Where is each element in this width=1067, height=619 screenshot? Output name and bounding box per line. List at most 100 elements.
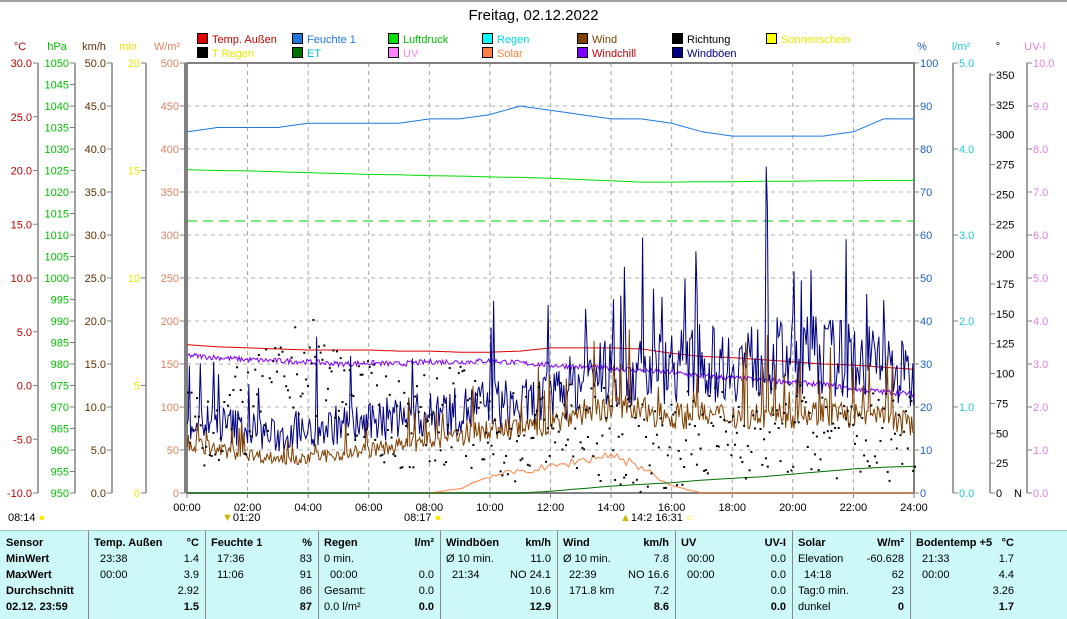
direction-point bbox=[426, 419, 429, 422]
x-tick-label: 06:00 bbox=[355, 502, 383, 514]
direction-point bbox=[575, 466, 578, 469]
table-cell-value: 8.6 bbox=[653, 601, 669, 613]
direction-point bbox=[626, 398, 629, 401]
direction-point bbox=[835, 477, 838, 480]
direction-point bbox=[897, 413, 900, 416]
direction-point bbox=[512, 392, 515, 395]
direction-point bbox=[276, 370, 279, 373]
direction-point bbox=[366, 360, 369, 363]
direction-point bbox=[492, 453, 495, 456]
legend-item: Richtung bbox=[672, 33, 730, 46]
table-column bbox=[440, 531, 558, 619]
direction-point bbox=[868, 465, 871, 468]
legend-swatch bbox=[766, 33, 777, 44]
table-cell-label: Tag:0 min. bbox=[798, 585, 849, 597]
direction-point bbox=[383, 461, 386, 464]
direction-point bbox=[288, 396, 291, 399]
direction-point bbox=[795, 395, 798, 398]
direction-point bbox=[535, 409, 538, 412]
direction-point bbox=[677, 449, 680, 452]
direction-point bbox=[308, 346, 311, 349]
table-cell-label: 02.12. 23:59 bbox=[6, 601, 68, 613]
axis-tick-label: 1045 bbox=[45, 80, 69, 92]
direction-point bbox=[379, 454, 382, 457]
direction-point bbox=[839, 412, 842, 415]
direction-point bbox=[830, 429, 833, 432]
legend-item: Windböen bbox=[672, 47, 737, 60]
axis-tick-label: 3.0 bbox=[1033, 359, 1048, 371]
axis-tick-label: 30 bbox=[920, 359, 932, 371]
direction-point bbox=[663, 487, 666, 490]
axis-unit-solar: W/m² bbox=[154, 41, 181, 53]
table-cell-value: 7.8 bbox=[653, 553, 669, 565]
direction-point bbox=[274, 347, 277, 350]
direction-point bbox=[710, 422, 713, 425]
table-cell-value: 3.26 bbox=[992, 585, 1014, 597]
axis-tick-label: 960 bbox=[51, 445, 69, 457]
direction-point bbox=[223, 400, 226, 403]
table-cell-value: 2.92 bbox=[177, 585, 199, 597]
direction-point bbox=[494, 419, 497, 422]
direction-point bbox=[821, 396, 824, 399]
direction-point bbox=[617, 435, 620, 438]
direction-point bbox=[679, 457, 682, 460]
direction-point bbox=[250, 435, 253, 438]
table-cell-label: 00:00 bbox=[330, 569, 358, 581]
direction-point bbox=[610, 405, 613, 408]
x-tick-label: 02:00 bbox=[234, 502, 262, 514]
axis-tick-label: 1050 bbox=[45, 58, 69, 70]
axis-tick-label: 25.0 bbox=[85, 273, 106, 285]
direction-point bbox=[197, 415, 200, 418]
x-tick-label: 22:00 bbox=[840, 502, 868, 514]
direction-point bbox=[625, 473, 628, 476]
direction-point bbox=[554, 441, 557, 444]
table-cell-value: 83 bbox=[299, 553, 312, 565]
table-header: Temp. Außen bbox=[94, 537, 163, 549]
axis-unit-hum: % bbox=[917, 41, 927, 53]
axis-tick-label: 950 bbox=[51, 488, 69, 500]
direction-point bbox=[565, 444, 568, 447]
table-column bbox=[88, 531, 206, 619]
direction-point bbox=[503, 461, 506, 464]
direction-point bbox=[846, 409, 849, 412]
direction-point bbox=[348, 369, 351, 372]
arrow-down-icon: ▼ bbox=[222, 512, 233, 524]
direction-point bbox=[434, 459, 437, 462]
direction-point bbox=[783, 411, 786, 414]
table-unit: °C bbox=[186, 537, 199, 549]
direction-point bbox=[744, 477, 747, 480]
direction-point bbox=[572, 455, 575, 458]
direction-point bbox=[296, 373, 299, 376]
axis-north-label: N bbox=[1014, 488, 1022, 500]
direction-point bbox=[292, 406, 295, 409]
direction-point bbox=[721, 391, 724, 394]
direction-point bbox=[585, 408, 588, 411]
direction-point bbox=[826, 430, 829, 433]
direction-point bbox=[675, 484, 678, 487]
direction-point bbox=[641, 403, 644, 406]
direction-point bbox=[468, 397, 471, 400]
direction-point bbox=[248, 430, 251, 433]
direction-point bbox=[521, 457, 524, 460]
direction-point bbox=[703, 469, 706, 472]
direction-point bbox=[857, 413, 860, 416]
axis-tick-label: 15.0 bbox=[85, 359, 106, 371]
axis-tick-label: 250 bbox=[996, 189, 1014, 201]
legend-swatch bbox=[388, 33, 399, 44]
x-tick-label: 12:00 bbox=[537, 502, 565, 514]
legend-swatch bbox=[197, 47, 208, 58]
direction-point bbox=[472, 444, 475, 447]
direction-point bbox=[557, 430, 560, 433]
axis-tick-label: 1025 bbox=[45, 166, 69, 178]
direction-point bbox=[588, 407, 591, 410]
axis-tick-label: 250 bbox=[161, 273, 179, 285]
direction-point bbox=[443, 463, 446, 466]
axis-tick-label: 100 bbox=[996, 369, 1014, 381]
direction-point bbox=[834, 427, 837, 430]
axis-tick-label: 125 bbox=[996, 339, 1014, 351]
direction-point bbox=[439, 449, 442, 452]
direction-point bbox=[414, 395, 417, 398]
table-cell-label: 14:18 bbox=[804, 569, 832, 581]
direction-point bbox=[612, 449, 615, 452]
direction-point bbox=[510, 427, 513, 430]
